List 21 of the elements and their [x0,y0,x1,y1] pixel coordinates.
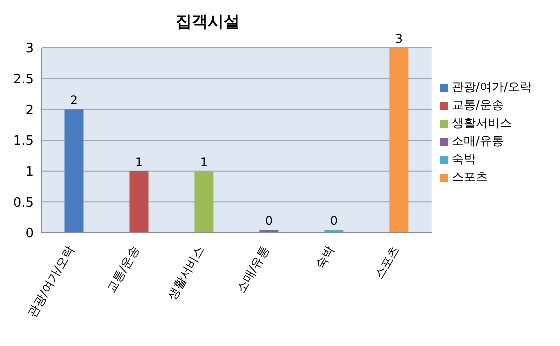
y-tick-label: 3 [26,42,34,57]
data-label: 1 [135,155,144,170]
data-label: 0 [330,214,338,228]
y-tick-label: 1 [26,164,34,180]
legend-label: 관광/여가/오락 [452,80,532,94]
data-label: 1 [200,155,208,170]
y-tick-label: 0 [26,226,34,242]
legend-label: 소매/유통 [452,134,504,148]
y-tick-label: 1.5 [13,134,34,150]
y-tick-label: 0.5 [13,196,34,211]
chart-title: 집객시설 [175,12,241,33]
data-label: 0 [265,214,274,228]
data-label: 3 [395,32,403,46]
legend-label: 생활서비스 [452,116,512,130]
data-label: 2 [70,94,78,108]
legend-label: 스포츠 [452,170,488,184]
x-tick-label: 숙박 [312,244,338,272]
y-tick-label: 2.5 [13,72,34,88]
y-tick-label: 2 [26,103,34,118]
legend-label: 교통/운송 [452,98,504,112]
legend-label: 숙박 [452,152,476,166]
